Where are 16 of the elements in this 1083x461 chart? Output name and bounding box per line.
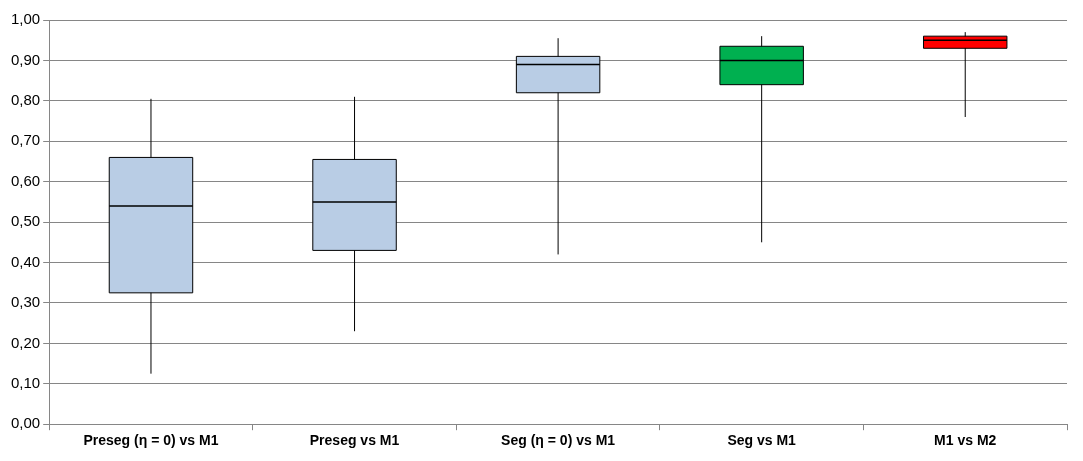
x-tick-label: Preseg (η = 0) vs M1	[83, 432, 219, 449]
x-tick-label: Preseg vs M1	[309, 432, 400, 449]
x-tick-label: Seg (η = 0) vs M1	[501, 432, 616, 449]
y-tick-label: 0,10	[10, 373, 41, 391]
y-tick-label: 0,80	[10, 90, 41, 108]
y-tick-label: 0,20	[10, 333, 41, 351]
y-tick-label: 1,00	[10, 10, 41, 28]
y-tick-label: 0,00	[10, 414, 41, 432]
y-tick-label: 0,50	[10, 212, 41, 230]
y-tick-label: 0,60	[10, 171, 41, 189]
y-tick-label: 0,70	[10, 131, 41, 149]
y-tick-label: 0,30	[10, 293, 41, 311]
y-tick-label: 0,40	[10, 252, 41, 270]
x-tick-label: Seg vs M1	[727, 432, 797, 449]
y-tick-label: 0,90	[10, 50, 41, 68]
x-tick-label: M1 vs M2	[934, 432, 997, 449]
